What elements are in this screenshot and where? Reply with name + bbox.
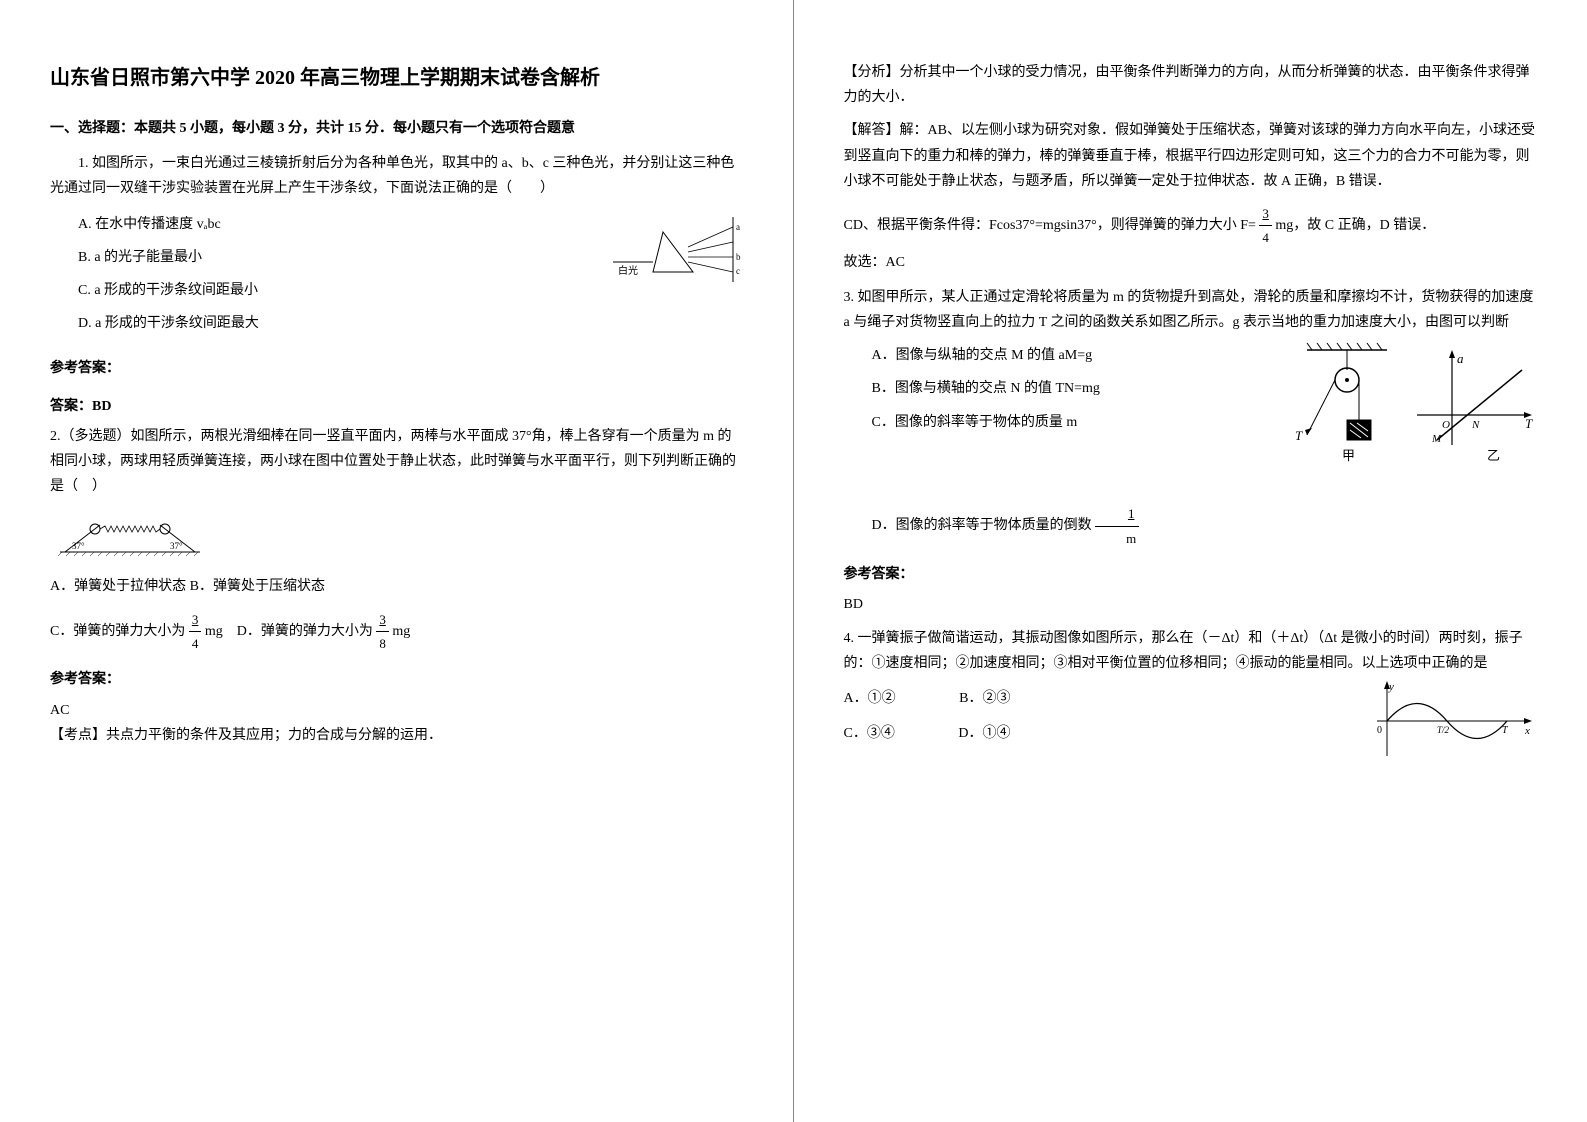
left-column: 山东省日照市第六中学 2020 年高三物理上学期期末试卷含解析 一、选择题：本题… — [0, 0, 794, 1122]
svg-text:T: T — [1295, 428, 1303, 443]
q1-stem: 1. 如图所示，一束白光通过三棱镜折射后分为各种单色光，取其中的 a、b、c 三… — [50, 151, 743, 201]
svg-text:37°: 37° — [72, 541, 85, 551]
svg-text:37°: 37° — [170, 541, 183, 551]
spring-figure: 37° 37° — [50, 507, 743, 566]
q2-stem: 2.（多选题）如图所示，两根光滑细棒在同一竖直平面内，两棒与水平面成 37°角，… — [50, 424, 743, 500]
q2-opt-c-fraction: 3 4 — [189, 608, 202, 656]
svg-text:白光: 白光 — [618, 264, 638, 277]
svg-text:乙: 乙 — [1487, 448, 1500, 463]
q1-opt-d: D. a 形成的干涉条纹间距最大 — [50, 311, 743, 336]
svg-text:甲: 甲 — [1342, 448, 1355, 463]
q2-opt-a: A．弹簧处于拉伸状态 — [50, 579, 186, 594]
q3-answer-label: 参考答案： — [844, 562, 1538, 587]
svg-text:c: c — [736, 266, 740, 276]
svg-text:a: a — [736, 222, 740, 232]
svg-text:b: b — [736, 252, 741, 262]
q2-opt-d-suffix: mg — [392, 624, 410, 639]
svg-text:a: a — [1457, 351, 1464, 366]
svg-text:y: y — [1388, 681, 1394, 693]
q2-opts-ab: A．弹簧处于拉伸状态 B．弹簧处于压缩状态 — [50, 574, 743, 599]
svg-text:N: N — [1471, 419, 1480, 431]
prism-icon: a b c 白光 — [603, 212, 743, 292]
solution-line2-prefix: CD、根据平衡条件得：Fcos37°=mgsin37°，则得弹簧的弹力大小 F= — [844, 218, 1256, 233]
q3-opt-d-prefix: D．图像的斜率等于物体质量的倒数 — [872, 519, 1092, 534]
solution-line2: CD、根据平衡条件得：Fcos37°=mgsin37°，则得弹簧的弹力大小 F=… — [844, 202, 1538, 250]
q2-opt-c-suffix: mg — [205, 624, 223, 639]
svg-text:T: T — [1502, 725, 1509, 736]
section-1-heading: 一、选择题：本题共 5 小题，每小题 3 分，共计 15 分．每小题只有一个选项… — [50, 116, 743, 141]
q4-opt-c: C．③④ — [844, 721, 895, 746]
right-column: 【分析】分析其中一个小球的受力情况，由平衡条件判断弹力的方向，从而分析弹簧的状态… — [794, 0, 1587, 1122]
q3-stem: 3. 如图甲所示，某人正通过定滑轮将质量为 m 的货物提升到高处，滑轮的质量和摩… — [844, 285, 1538, 335]
svg-text:x: x — [1524, 725, 1530, 737]
q4-opt-a: A．①② — [844, 686, 896, 711]
q2-answer-label: 参考答案： — [50, 667, 743, 692]
svg-text:O: O — [1442, 419, 1450, 431]
q3-opt-d-fraction: 1 m — [1095, 502, 1139, 550]
q4-stem: 4. 一弹簧振子做简谐运动，其振动图像如图所示，那么在（－Δt）和（＋Δt）（Δ… — [844, 626, 1538, 676]
solution-line3: 故选：AC — [844, 250, 1538, 275]
q2-opt-d-fraction: 3 8 — [376, 608, 389, 656]
spring-icon: 37° 37° — [50, 507, 210, 557]
q2-opts-cd: C．弹簧的弹力大小为 3 4 mg D．弹簧的弹力大小为 3 8 mg — [50, 608, 743, 656]
solution-line1: 【解答】解：AB、以左侧小球为研究对象．假如弹簧处于压缩状态，弹簧对该球的弹力方… — [844, 118, 1538, 194]
pulley-figure: T 甲 a T O N M 乙 — [1277, 335, 1537, 484]
analysis-text: 【分析】分析其中一个小球的受力情况，由平衡条件判断弹力的方向，从而分析弹簧的状态… — [844, 60, 1538, 110]
prism-figure: a b c 白光 — [603, 212, 743, 301]
q3-opt-d: D．图像的斜率等于物体质量的倒数 1 m — [844, 502, 1538, 550]
svg-text:0: 0 — [1377, 725, 1382, 736]
q1-answer: 答案：BD — [50, 394, 743, 419]
svg-text:M: M — [1431, 433, 1442, 445]
solution-line2-suffix: mg，故 C 正确，D 错误． — [1275, 218, 1435, 233]
document-title: 山东省日照市第六中学 2020 年高三物理上学期期末试卷含解析 — [50, 60, 743, 96]
svg-text:T: T — [1525, 416, 1533, 431]
q2-opt-b: B．弹簧处于压缩状态 — [190, 579, 325, 594]
wave-figure: y x 0 T/2 T — [1357, 676, 1537, 775]
q3-answer: BD — [844, 592, 1538, 617]
q4-opt-b: B．②③ — [959, 686, 1010, 711]
q2-answer: AC — [50, 698, 743, 723]
q2-keypoint: 【考点】共点力平衡的条件及其应用；力的合成与分解的运用． — [50, 723, 743, 748]
q4-opt-d: D．①④ — [958, 721, 1010, 746]
pulley-icon: T 甲 a T O N M 乙 — [1277, 335, 1537, 475]
solution-fraction: 3 4 — [1259, 202, 1272, 250]
svg-text:T/2: T/2 — [1437, 725, 1450, 735]
q2-opt-c-prefix: C．弹簧的弹力大小为 — [50, 624, 185, 639]
q1-answer-label: 参考答案： — [50, 356, 743, 381]
wave-icon: y x 0 T/2 T — [1357, 676, 1537, 766]
q2-opt-d-prefix: D．弹簧的弹力大小为 — [237, 624, 373, 639]
